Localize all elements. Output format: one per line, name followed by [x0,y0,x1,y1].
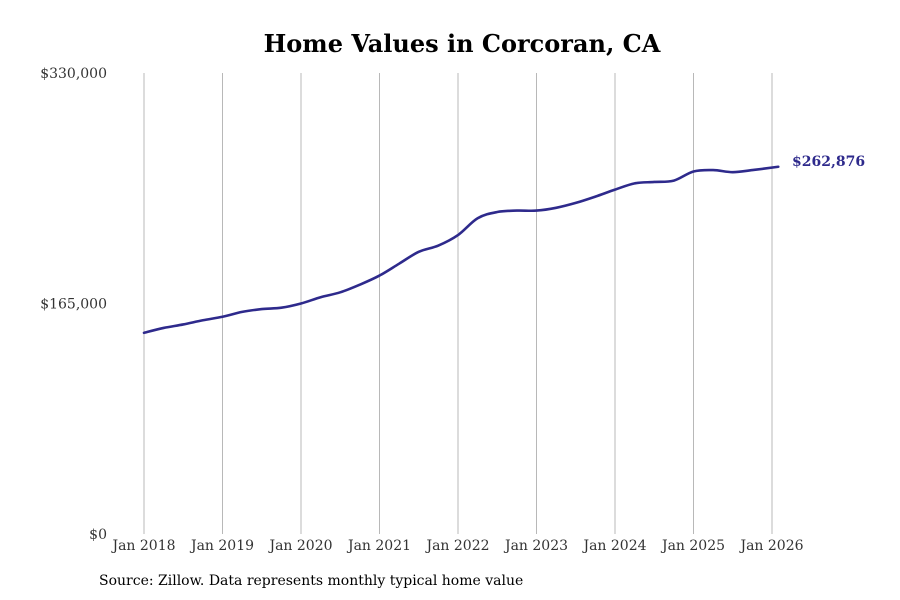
x-tick-label-5: Jan 2023 [503,538,568,554]
x-tick-label-3: Jan 2021 [346,538,411,554]
x-axis-ticks: Jan 2018 Jan 2019 Jan 2020 Jan 2021 Jan 2022… [110,538,803,554]
y-tick-label-1: $165,000 [40,297,107,313]
chart-title: Home Values in Corcoran, CA [264,29,661,58]
x-tick-label-7: Jan 2025 [660,538,725,554]
x-tick-label-4: Jan 2022 [424,538,489,554]
series-line-0 [142,165,780,335]
end-value-label: $262,876 [792,154,865,170]
x-tick-label-2: Jan 2020 [267,538,332,554]
x-tick-label-8: Jan 2026 [738,538,803,554]
x-tick-label-1: Jan 2019 [189,538,254,554]
y-tick-label-2: $330,000 [40,66,107,82]
y-axis-ticks: $0 $165,000 $330,000 [40,66,107,543]
vertical-gridlines [143,73,773,534]
y-tick-label-0: $0 [89,527,107,543]
x-tick-label-6: Jan 2024 [581,538,646,554]
source-note: Source: Zillow. Data represents monthly … [99,573,524,589]
series-layer [142,165,780,335]
x-tick-label-0: Jan 2018 [110,538,175,554]
